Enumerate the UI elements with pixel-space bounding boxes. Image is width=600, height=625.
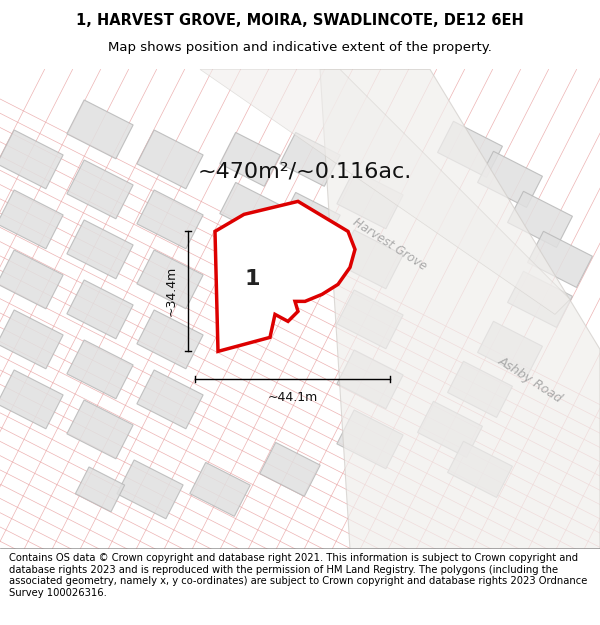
Polygon shape: [215, 201, 355, 351]
Bar: [260, 442, 320, 496]
Text: Ashby Road: Ashby Road: [496, 354, 565, 405]
Bar: [0, 250, 63, 309]
Bar: [220, 132, 280, 186]
Bar: [478, 321, 542, 378]
Bar: [337, 290, 403, 349]
Bar: [280, 132, 340, 186]
Bar: [337, 410, 403, 469]
Bar: [0, 370, 63, 429]
Bar: [220, 182, 280, 236]
Text: 1, HARVEST GROVE, MOIRA, SWADLINCOTE, DE12 6EH: 1, HARVEST GROVE, MOIRA, SWADLINCOTE, DE…: [76, 13, 524, 28]
Bar: [0, 130, 63, 189]
Bar: [67, 160, 133, 219]
Bar: [67, 220, 133, 279]
Bar: [67, 100, 133, 159]
Bar: [448, 441, 512, 498]
Bar: [527, 231, 592, 288]
Text: Map shows position and indicative extent of the property.: Map shows position and indicative extent…: [108, 41, 492, 54]
Bar: [448, 361, 512, 418]
Text: ~44.1m: ~44.1m: [268, 391, 317, 404]
Bar: [337, 170, 403, 229]
Polygon shape: [200, 69, 570, 314]
Bar: [137, 190, 203, 249]
Polygon shape: [320, 69, 600, 549]
Text: ~34.4m: ~34.4m: [165, 266, 178, 316]
Bar: [137, 310, 203, 369]
Text: ~470m²/~0.116ac.: ~470m²/~0.116ac.: [198, 161, 412, 181]
Bar: [137, 130, 203, 189]
Bar: [478, 151, 542, 208]
Bar: [67, 280, 133, 339]
Bar: [67, 340, 133, 399]
Bar: [0, 310, 63, 369]
Bar: [437, 121, 502, 177]
Text: 1: 1: [244, 269, 260, 289]
Bar: [67, 400, 133, 459]
Text: Harvest Grove: Harvest Grove: [351, 216, 429, 273]
Bar: [76, 467, 125, 512]
Bar: [337, 350, 403, 409]
Bar: [337, 230, 403, 289]
Bar: [0, 190, 63, 249]
Bar: [117, 460, 183, 519]
Bar: [508, 271, 572, 328]
Bar: [508, 191, 572, 248]
Bar: [418, 401, 482, 458]
Bar: [137, 370, 203, 429]
Bar: [280, 192, 340, 246]
Bar: [137, 250, 203, 309]
Text: Contains OS data © Crown copyright and database right 2021. This information is : Contains OS data © Crown copyright and d…: [9, 553, 587, 598]
Bar: [190, 462, 250, 516]
